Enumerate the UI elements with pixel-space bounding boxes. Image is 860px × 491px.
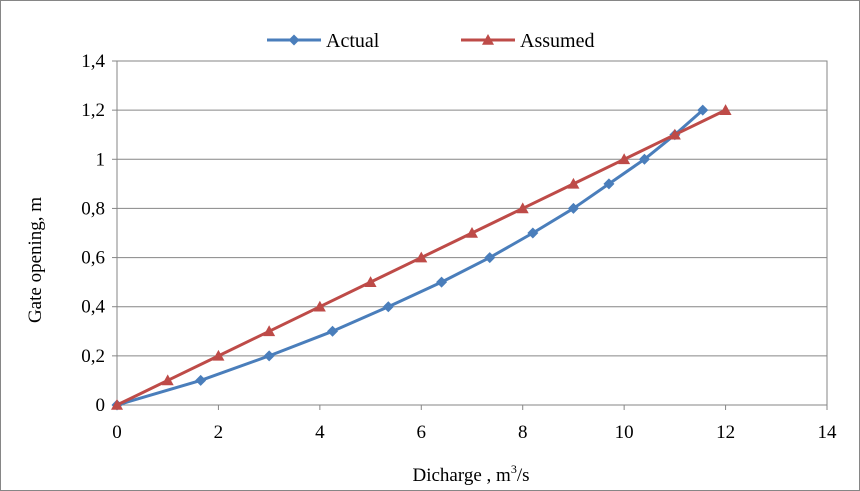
data-point-actual	[327, 325, 339, 337]
legend-label-assumed: Assumed	[520, 30, 594, 52]
x-axis-title: Dicharge , m3/s	[413, 462, 530, 486]
legend-item-assumed: Assumed	[461, 30, 594, 52]
series-layer	[111, 104, 732, 411]
data-point-assumed	[364, 276, 377, 287]
x-axis-title-superscript: 3	[511, 462, 517, 476]
legend-marker-assumed	[482, 34, 494, 45]
x-axis-title-unit: /s	[517, 465, 530, 486]
data-point-assumed	[618, 153, 631, 165]
y-axis-title: Gate opening, m	[25, 197, 46, 323]
data-point-actual	[263, 350, 275, 362]
data-point-actual	[527, 227, 539, 239]
data-point-assumed	[313, 300, 326, 312]
data-point-assumed	[212, 349, 225, 361]
data-point-assumed	[567, 177, 580, 189]
data-point-assumed	[263, 325, 276, 337]
series-assumed	[111, 104, 732, 410]
data-point-actual	[436, 276, 448, 288]
data-point-actual	[484, 252, 496, 264]
y-tick-label: 1,4	[81, 51, 105, 72]
data-point-assumed	[415, 251, 428, 263]
y-tick-label: 0,6	[81, 248, 105, 269]
data-point-assumed	[111, 399, 123, 410]
x-tick-label: 0	[112, 422, 122, 443]
data-point-actual	[382, 301, 394, 313]
legend-label-actual: Actual	[326, 30, 380, 52]
y-tick-label: 0	[96, 395, 106, 416]
legend-marker-actual	[288, 34, 300, 46]
legend: Actual Assumed	[267, 30, 594, 52]
data-point-assumed	[161, 374, 174, 386]
x-tick-label: 12	[716, 422, 735, 443]
x-tick-label: 6	[417, 422, 427, 443]
data-point-actual	[697, 104, 709, 116]
data-point-assumed	[466, 227, 478, 238]
y-tick-label: 0,4	[81, 297, 105, 318]
data-point-assumed	[668, 128, 681, 140]
x-axis-title-main: Dicharge , m	[413, 465, 512, 486]
data-point-assumed	[719, 104, 732, 115]
x-tick-label: 4	[315, 422, 325, 443]
plot-area-border	[116, 60, 828, 406]
x-tick-label: 2	[214, 422, 224, 443]
y-tick-label: 0,2	[81, 346, 105, 367]
y-tick-label: 0,8	[81, 198, 105, 219]
x-tick-label: 8	[518, 422, 528, 443]
x-tick-label: 14	[818, 422, 838, 443]
y-tick-label: 1,2	[81, 100, 105, 121]
data-point-actual	[567, 202, 579, 214]
grid	[117, 109, 827, 357]
x-tick-label: 10	[615, 422, 634, 443]
data-point-actual	[195, 374, 207, 386]
legend-item-actual: Actual	[267, 30, 380, 52]
y-tick-label: 1	[96, 149, 106, 170]
data-point-actual	[603, 178, 615, 190]
data-point-assumed	[516, 202, 529, 214]
data-point-actual	[638, 153, 650, 165]
axes: 0 0,2 0,4 0,6 0,8 1 1,2 1,4 0 2 4 6 8 10 12 14	[81, 51, 837, 443]
